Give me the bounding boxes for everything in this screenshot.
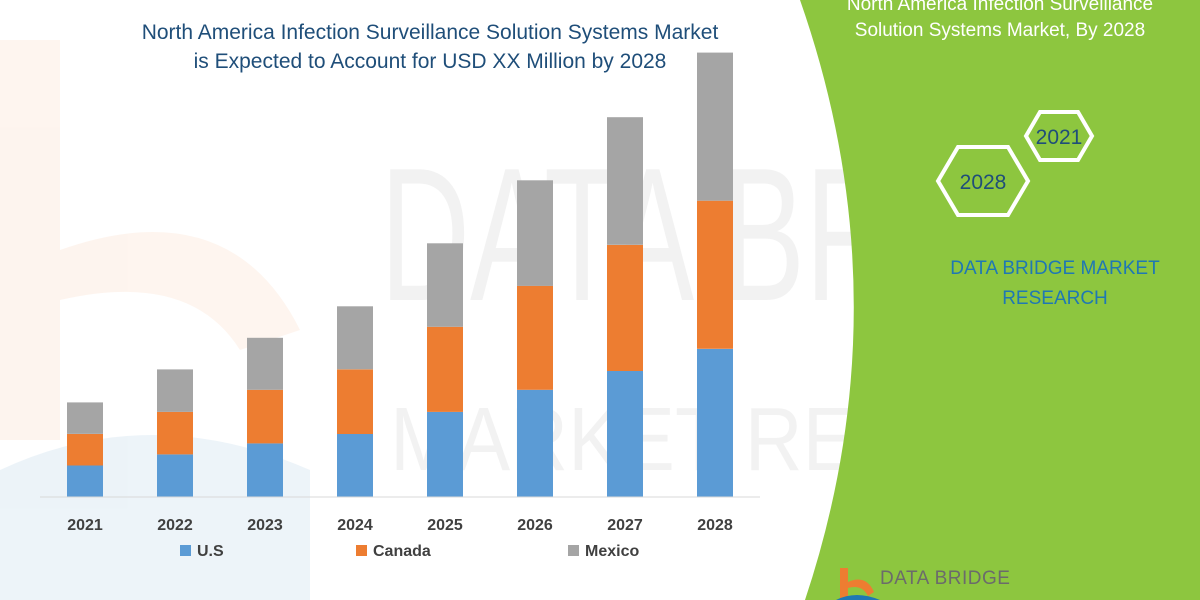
hexagon-2021-label: 2021 — [1036, 126, 1083, 149]
bar-2028-series-2 — [697, 52, 733, 201]
side-panel-title-line2: Solution Systems Market, By 2028 — [854, 20, 1146, 41]
x-tick-label: 2028 — [697, 517, 733, 534]
bar-2025-series-1 — [427, 326, 463, 412]
side-panel-title: North America Infection Surveillance Sol… — [800, 0, 1200, 44]
chart-title-line2: is Expected to Account for USD XX Millio… — [193, 50, 667, 73]
brand-line1: DATA BRIDGE MARKET — [950, 258, 1160, 279]
x-tick-label: 2026 — [517, 517, 553, 534]
footer-logo-icon — [836, 568, 880, 600]
legend-label: Canada — [373, 543, 431, 560]
bar-2028-series-0 — [697, 348, 733, 497]
bar-2027-series-2 — [607, 117, 643, 245]
x-tick-label: 2027 — [607, 517, 643, 534]
legend-swatch — [568, 545, 579, 556]
bar-2026-series-0 — [517, 389, 553, 497]
chart-title-line1: North America Infection Surveillance Sol… — [141, 21, 719, 44]
legend-swatch — [180, 545, 191, 556]
bar-2024-series-1 — [337, 369, 373, 434]
bar-2023-series-2 — [247, 337, 283, 390]
stacked-bar-chart: 2021 2022 2023 2024 2025 2026 2027 2028 U.S Canad… — [40, 52, 760, 560]
legend-swatch — [356, 545, 367, 556]
x-tick-label: 2024 — [337, 517, 373, 534]
bar-2025-series-0 — [427, 411, 463, 497]
bar-2024-series-2 — [337, 306, 373, 370]
x-tick-label: 2021 — [67, 517, 103, 534]
bar-2027-series-1 — [607, 244, 643, 371]
legend-label: U.S — [197, 543, 224, 560]
bar-2028-series-1 — [697, 200, 733, 349]
chart-title: North America Infection Surveillance Sol… — [60, 18, 800, 76]
bar-2021-series-1 — [67, 434, 103, 466]
x-tick-label: 2023 — [247, 517, 283, 534]
bar-2021-series-2 — [67, 402, 103, 434]
x-tick-label: 2025 — [427, 517, 463, 534]
x-tick-label: 2022 — [157, 517, 193, 534]
bar-2027-series-0 — [607, 370, 643, 497]
bar-2026-series-2 — [517, 180, 553, 286]
bar-2023-series-1 — [247, 389, 283, 444]
bar-2022-series-2 — [157, 369, 193, 412]
side-panel-title-line1: North America Infection Surveillance — [846, 0, 1154, 15]
brand-line2: RESEARCH — [1002, 288, 1108, 309]
footer-logo-text: DATA BRIDGE — [880, 568, 1011, 589]
bar-2022-series-1 — [157, 411, 193, 455]
bar-2025-series-2 — [427, 243, 463, 327]
brand-name: DATA BRIDGE MARKET RESEARCH — [905, 254, 1200, 314]
bar-2026-series-1 — [517, 285, 553, 390]
hexagon-2028-label: 2028 — [960, 171, 1007, 194]
legend-label: Mexico — [585, 543, 639, 560]
bar-2021-series-0 — [67, 465, 103, 497]
bar-2023-series-0 — [247, 443, 283, 497]
hexagon-2028-icon — [935, 145, 1031, 217]
hexagon-2021-icon — [1023, 110, 1095, 162]
side-panel — [800, 0, 1200, 600]
bar-2024-series-0 — [337, 434, 373, 497]
bar-2022-series-0 — [157, 454, 193, 497]
